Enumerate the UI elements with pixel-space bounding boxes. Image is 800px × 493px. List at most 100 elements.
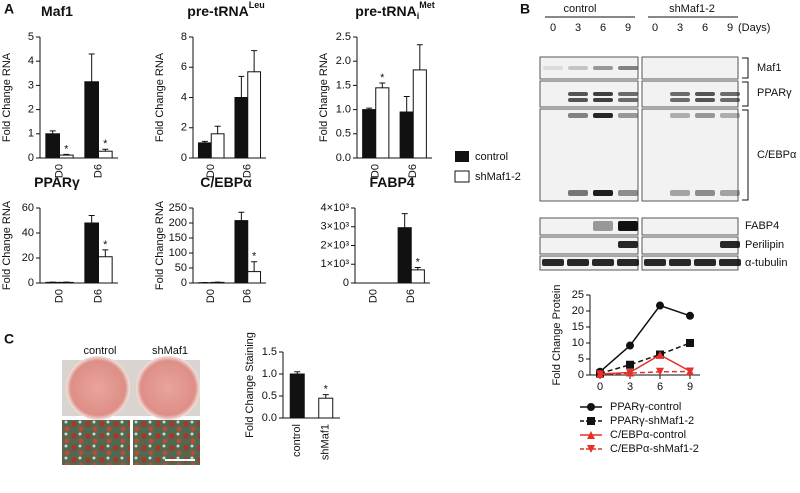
bar <box>397 227 412 284</box>
marker <box>626 360 634 369</box>
band <box>695 92 715 96</box>
y-tick-label: 200 <box>169 217 187 229</box>
y-tick-label: 0 <box>578 369 584 381</box>
marker <box>587 417 595 425</box>
error-bar <box>403 96 410 113</box>
x-tick-label: D6 <box>407 164 419 178</box>
error-bar <box>88 53 95 82</box>
y-tick-label: 2.0 <box>336 55 351 67</box>
legend-label: control <box>475 151 508 163</box>
series-line <box>599 353 691 375</box>
significance: * <box>416 256 421 268</box>
band <box>542 259 564 266</box>
band-label: Maf1 <box>757 62 781 74</box>
band-label: α-tubulin <box>745 257 787 269</box>
band-label: FABP4 <box>745 220 779 232</box>
y-axis-label: Fold Change RNA <box>154 52 166 142</box>
blot-frame <box>641 56 739 80</box>
band <box>568 98 588 102</box>
significance: * <box>380 72 385 84</box>
y-tick-label: 150 <box>169 232 187 244</box>
y-tick-label: 0.5 <box>336 128 351 140</box>
band <box>670 98 690 102</box>
chart-title: C/EBPα <box>200 174 252 190</box>
title-part: Maf1 <box>41 3 73 19</box>
band <box>670 190 690 196</box>
error-bar <box>102 249 109 257</box>
error-bar <box>251 50 258 72</box>
band <box>568 113 588 118</box>
blot-group: shMaf1-2 <box>669 3 715 15</box>
y-tick-label: 2 <box>181 122 187 134</box>
error-bar <box>322 394 329 399</box>
blot-frame <box>539 108 639 202</box>
micrograph <box>62 420 130 465</box>
y-tick-label: 40 <box>22 227 34 239</box>
band <box>593 190 613 196</box>
bar <box>247 271 262 284</box>
significance: * <box>103 239 108 251</box>
bar <box>318 397 334 419</box>
band <box>720 113 740 118</box>
band <box>720 241 740 248</box>
y-tick-label: 1.5 <box>336 79 351 91</box>
y-tick-label: 0.0 <box>336 152 351 164</box>
y-tick-label: 4 <box>181 91 187 103</box>
x-tick-label: D0 <box>53 164 65 178</box>
bracket <box>742 57 749 201</box>
bar <box>412 69 427 159</box>
bar <box>197 142 212 159</box>
error-bar <box>88 215 95 223</box>
legend-label: C/EBPα-shMaf1-2 <box>610 443 699 455</box>
legend-swatch <box>455 151 469 162</box>
bar <box>59 281 74 284</box>
band <box>695 98 715 102</box>
band <box>720 92 740 96</box>
y-tick-label: 100 <box>169 247 187 259</box>
band <box>593 92 613 96</box>
band-label: PPARγ <box>757 87 792 99</box>
x-tick-label: D6 <box>92 289 104 303</box>
x-tick-label: 9 <box>687 381 693 393</box>
band <box>568 190 588 196</box>
bar <box>375 87 390 159</box>
bar <box>59 154 74 159</box>
photo-label: control <box>83 345 116 357</box>
y-tick-label: 0.5 <box>262 390 277 402</box>
band <box>618 92 638 96</box>
y-tick-label: 1 <box>28 128 34 140</box>
charts: 0 1 2 3 4 5 Fold Change RNA Maf1 D0 * D6 * 0 2 4 6 8 Fold… <box>1 0 700 460</box>
legend-label: PPARγ-shMaf1-2 <box>610 415 694 427</box>
y-tick-label: 1×10³ <box>321 258 350 270</box>
dish <box>136 356 200 420</box>
y-tick-label: 0 <box>181 152 187 164</box>
band <box>593 113 613 118</box>
y-axis-label: Fold Change RNA <box>318 52 330 142</box>
y-tick-label: 2.5 <box>336 31 351 43</box>
band <box>618 190 638 196</box>
error-bar <box>416 44 423 70</box>
bar <box>210 133 225 159</box>
y-axis-label: Fold Change RNA <box>1 200 13 290</box>
band <box>618 241 638 248</box>
marker <box>656 301 664 310</box>
y-tick-label: 0 <box>28 152 34 164</box>
y-tick-label: 0 <box>28 277 34 289</box>
y-tick-label: 1.0 <box>336 104 351 116</box>
chart-title: pre-tRNAiMet <box>355 0 434 21</box>
band <box>669 259 691 266</box>
series-line <box>599 304 691 373</box>
chart-title: PPARγ <box>34 174 80 190</box>
y-tick-label: 15 <box>572 321 584 333</box>
bar <box>234 97 249 159</box>
y-tick-label: 2×10³ <box>321 239 350 251</box>
blot-days: 0 3 6 9 0 3 6 9 (Days) <box>550 22 770 34</box>
y-tick-label: 50 <box>175 262 187 274</box>
y-tick-label: 3 <box>28 79 34 91</box>
band <box>644 259 666 266</box>
error-bar <box>401 213 408 228</box>
marker <box>626 341 634 350</box>
y-tick-label: 2 <box>28 104 34 116</box>
title-part: pre-tRNA <box>187 3 248 19</box>
day: 9 <box>625 22 631 34</box>
